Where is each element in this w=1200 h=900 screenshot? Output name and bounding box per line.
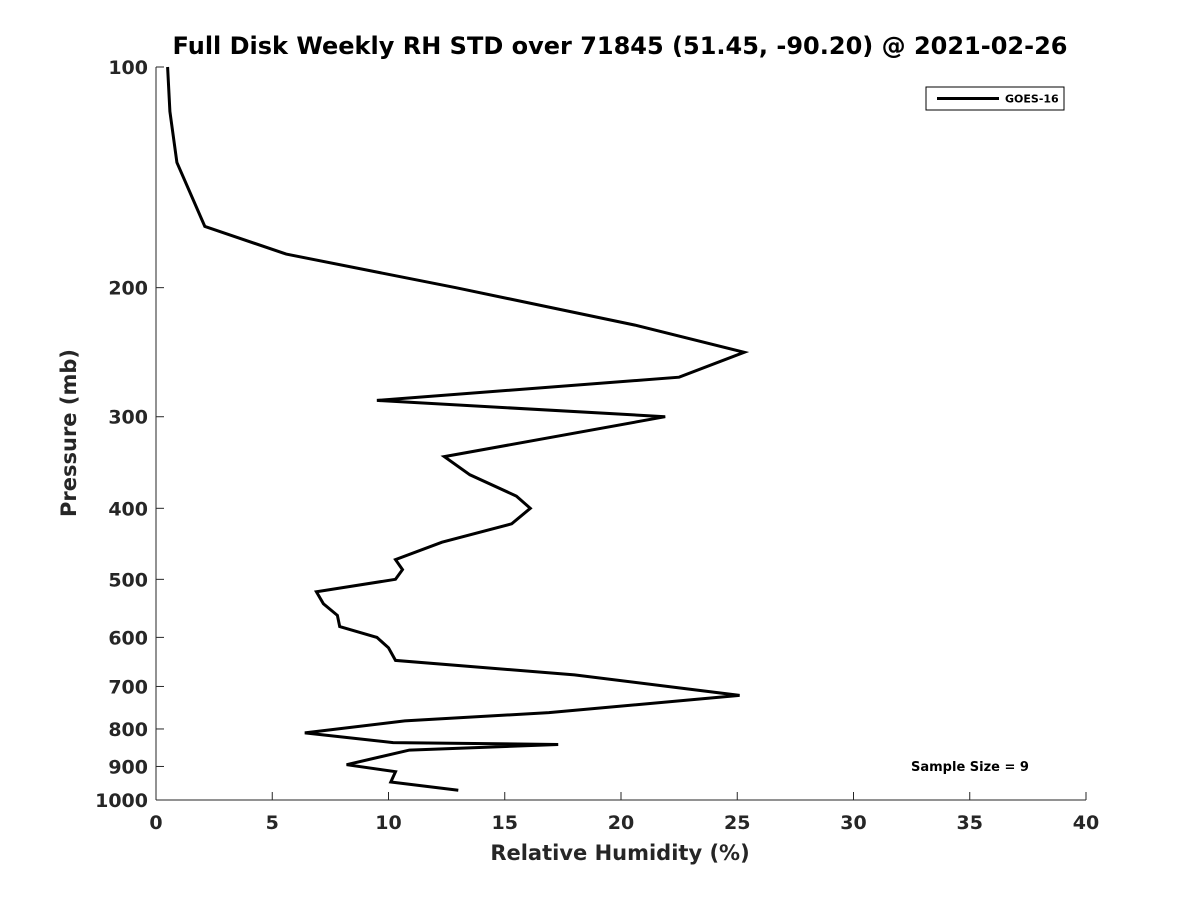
x-tick-label: 0: [149, 812, 162, 834]
y-tick-label: 300: [108, 407, 148, 429]
y-tick-label: 700: [108, 676, 148, 698]
series-line-goes-16: [166, 66, 750, 792]
x-tick-label: 15: [492, 812, 518, 834]
x-tick-label: 20: [608, 812, 634, 834]
x-tick-label: 5: [266, 812, 279, 834]
y-axis-label: Pressure (mb): [57, 349, 81, 517]
y-tick-label: 600: [108, 627, 148, 649]
x-axis-label: Relative Humidity (%): [490, 841, 749, 865]
series-lines: [166, 66, 750, 792]
plot-axes: [155, 67, 1086, 801]
y-tick-label: 800: [108, 719, 148, 741]
y-tick-label: 900: [108, 756, 148, 778]
y-tick-label: 400: [108, 498, 148, 520]
y-tick-label: 500: [108, 569, 148, 591]
sample-size-annotation: Sample Size = 9: [911, 760, 1029, 775]
x-axis-ticks: 0 5 10 15 20 25 30 35 40: [149, 792, 1099, 834]
legend: GOES-16: [925, 86, 1065, 111]
y-tick-label: 200: [108, 278, 148, 300]
x-tick-label: 40: [1073, 812, 1099, 834]
legend-label-goes-16: GOES-16: [1005, 93, 1059, 106]
x-tick-label: 35: [957, 812, 983, 834]
y-tick-label: 1000: [95, 790, 148, 812]
x-tick-label: 25: [724, 812, 750, 834]
chart-title: Full Disk Weekly RH STD over 71845 (51.4…: [173, 32, 1068, 60]
x-tick-label: 30: [840, 812, 866, 834]
y-axis-ticks: 100 200 300 400 500 600 700 800 900 1000: [95, 57, 164, 812]
x-tick-label: 10: [375, 812, 401, 834]
y-tick-label: 100: [108, 57, 148, 79]
